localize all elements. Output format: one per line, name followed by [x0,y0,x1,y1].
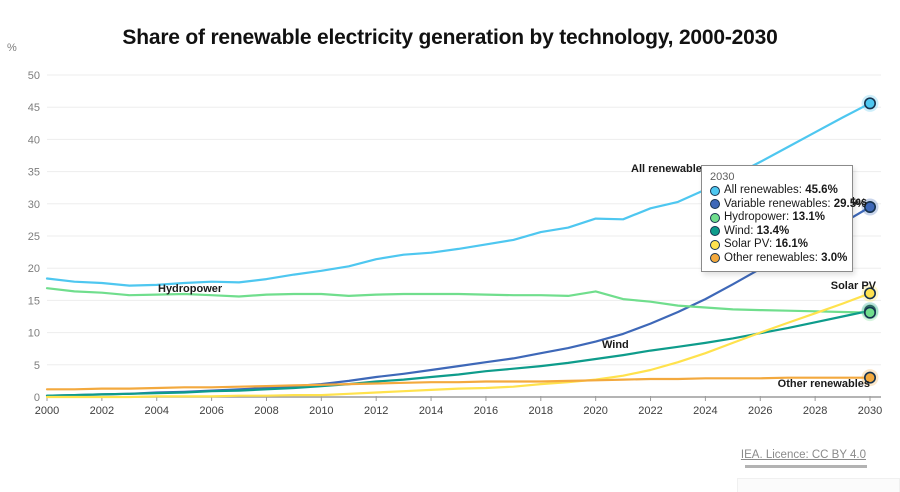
variable-renewables-dot-icon [710,199,720,210]
footer-divider-bar [745,465,867,468]
y-tick-label: 15 [28,295,40,307]
footer-partial-panel [737,478,900,492]
y-axis-unit-label: % [7,42,17,54]
tooltip-row: Hydropower: 13.1% [710,211,844,225]
chart-title: Share of renewable electricity generatio… [122,26,778,49]
solar-pv-line-label: Solar PV [830,280,876,292]
end-dot-other-renewables[interactable] [863,371,876,384]
end-dot-hydropower[interactable] [863,306,876,319]
other-renewables-line-label: Other renewables [777,378,870,390]
y-tick-label: 40 [28,134,40,146]
end-dot-variable-renewables[interactable] [863,201,876,214]
x-tick-label: 2022 [638,405,662,417]
other-renewables-dot-icon [710,253,720,264]
x-tick-label: 2026 [748,405,772,417]
y-tick-label: 50 [28,70,40,82]
x-tick-label: 2020 [583,405,607,417]
solar-pv-dot-icon [710,239,720,250]
tooltip-row: All renewables: 45.6% [710,184,844,198]
hydropower-line-label: Hydropower [158,283,223,295]
x-tick-label: 2004 [144,405,168,417]
x-tick-label: 2008 [254,405,278,417]
hydropower-dot-icon [710,212,720,223]
x-tick-label: 2006 [199,405,223,417]
y-tick-label: 45 [28,102,40,114]
iea-licence-link[interactable]: IEA. Licence: CC BY 4.0 [740,449,866,461]
y-tick-label: 35 [28,167,40,179]
x-tick-label: 2016 [474,405,498,417]
x-tick-label: 2012 [364,405,388,417]
x-tick-label: 2014 [419,405,443,417]
series-line-hydropower [45,287,872,314]
y-tick-label: 30 [28,199,40,211]
tooltip-row: Other renewables: 3.0% [710,252,847,266]
x-tick-label: 2030 [858,405,882,417]
x-tick-label: 2028 [803,405,827,417]
wind-line-label: Wind [602,339,629,351]
tooltip-year: 2030 [710,171,735,183]
y-tick-label: 0 [34,392,40,404]
wind-dot-icon [710,226,720,237]
series-line-wind [45,309,872,397]
tooltip-row: Wind: 13.4% [710,225,844,239]
x-tick-label: 2018 [529,405,553,417]
y-tick-label: 10 [28,328,40,340]
chart-tooltip: 2030 All renewables: 45.6% Variable rene… [701,165,866,272]
all-renewables-dot-icon [710,185,720,196]
y-tick-label: 20 [28,263,40,275]
x-tick-label: 2024 [693,405,717,417]
tooltip-row: Solar PV: 16.1% [710,238,844,252]
y-tick-label: 5 [34,360,40,372]
series-line-solar-pv [45,292,872,399]
series-line-other-renewables [45,376,872,391]
x-tick-label: 2002 [90,405,114,417]
tooltip-row: Variable renewables: 29.5% [710,198,866,212]
y-tick-label: 25 [28,231,40,243]
x-tick-label: 2000 [35,405,59,417]
end-dot-solar-pv[interactable] [863,287,876,300]
all-renewables-line-label: All renewables [631,163,709,175]
end-dot-all-renewables[interactable] [863,97,876,110]
x-tick-label: 2010 [309,405,333,417]
